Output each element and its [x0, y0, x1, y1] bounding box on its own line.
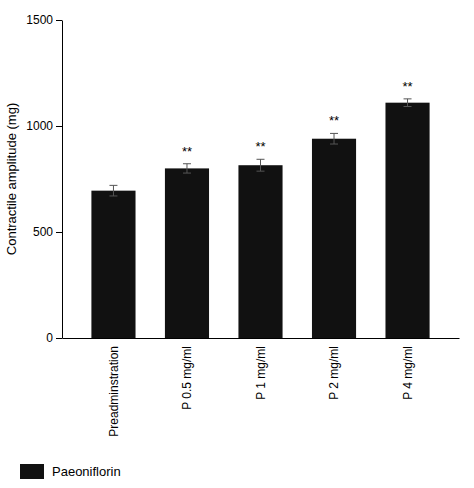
y-tick-mark [56, 232, 62, 233]
bar [385, 103, 429, 338]
legend: Paeoniflorin [20, 464, 121, 479]
y-tick-mark [56, 126, 62, 127]
x-tick-label: P 4 mg/ml [401, 346, 415, 400]
annotation: ** [182, 144, 192, 159]
x-tick: P 2 mg/ml [327, 338, 341, 400]
x-tick: P 0.5 mg/ml [180, 338, 194, 410]
y-axis-title: Contractile amplitude (mg) [4, 103, 19, 255]
annotation: ** [329, 113, 339, 128]
y-tick: 1500 [26, 13, 62, 27]
error-bar [404, 99, 412, 107]
plot: 050010001500PreadminstrationP 0.5 mg/mlP… [4, 13, 460, 436]
chart: 050010001500PreadminstrationP 0.5 mg/mlP… [0, 0, 474, 488]
y-tick: 500 [33, 225, 62, 239]
x-tick-label: P 1 mg/ml [254, 346, 268, 400]
bar [91, 191, 135, 338]
x-tick: P 4 mg/ml [401, 338, 415, 400]
y-tick-label: 0 [46, 331, 53, 345]
bar [312, 139, 356, 338]
error-bar [109, 185, 117, 196]
error-bar [257, 159, 265, 171]
y-tick-mark [56, 20, 62, 21]
legend-item: Paeoniflorin [20, 464, 121, 479]
x-axis: Preadminstration P 0.5 mg/ml P 1 mg/ml P 2 … [63, 338, 460, 437]
y-axis: 0 500 1000 1500 [26, 13, 62, 345]
y-tick: 0 [46, 331, 62, 345]
x-tick: Preadminstration [107, 338, 121, 437]
y-tick: 1000 [26, 119, 62, 133]
annotation: ** [255, 139, 265, 154]
x-axis-line [63, 338, 460, 339]
error-bar [183, 164, 191, 173]
legend-label: Paeoniflorin [52, 464, 121, 479]
annotation: ** [402, 79, 412, 94]
marks [91, 99, 429, 338]
x-tick-label: P 2 mg/ml [327, 346, 341, 400]
legend-swatch [20, 464, 44, 479]
y-tick-label: 1500 [26, 13, 53, 27]
y-tick-mark [56, 338, 62, 339]
y-axis-line [62, 21, 63, 339]
bar [238, 165, 282, 338]
x-tick-label: Preadminstration [107, 346, 121, 437]
x-tick-label: P 0.5 mg/ml [180, 346, 194, 410]
y-tick-label: 500 [33, 225, 53, 239]
bar [165, 168, 209, 338]
y-tick-label: 1000 [26, 119, 53, 133]
x-tick: P 1 mg/ml [254, 338, 268, 400]
error-bar [330, 133, 338, 144]
